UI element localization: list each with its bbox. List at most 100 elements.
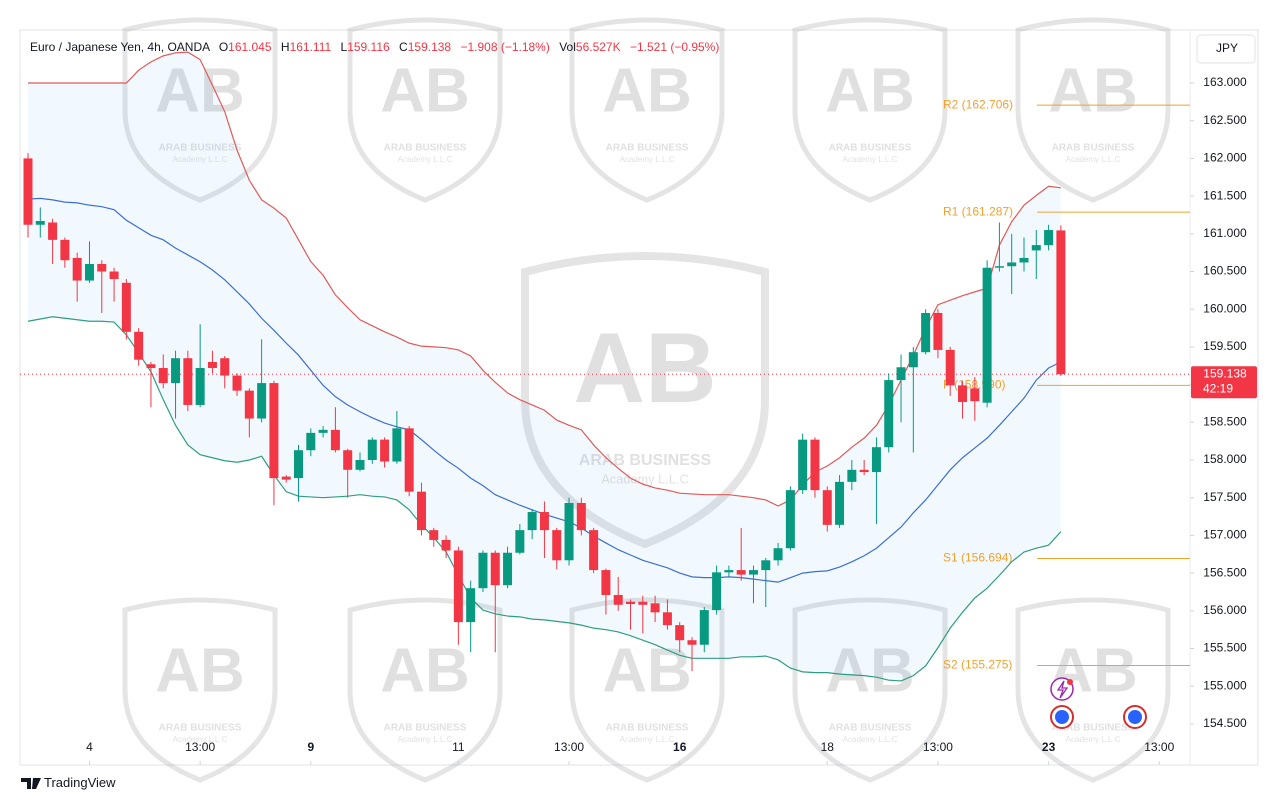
candle-body <box>84 263 94 281</box>
x-tick-label: 4 <box>86 740 93 754</box>
candle-body <box>441 539 451 551</box>
event-icon[interactable] <box>1123 705 1147 729</box>
watermark-logo: AB <box>380 56 470 125</box>
candle-body <box>294 450 304 479</box>
ohlc-key: C <box>399 40 408 54</box>
candle-body <box>134 331 144 360</box>
candle-body <box>244 390 254 419</box>
candle-body <box>269 383 279 479</box>
candle-body <box>638 601 648 605</box>
watermark-name: ARAB BUSINESS <box>1052 143 1135 154</box>
candle-body <box>945 349 955 386</box>
event-icon[interactable] <box>1050 705 1074 729</box>
watermark-name: ARAB BUSINESS <box>159 723 242 734</box>
y-tick-label: 160.000 <box>1203 301 1247 315</box>
candle-body <box>921 312 931 353</box>
watermark-tagline: Academy L.L.C <box>843 155 898 164</box>
candle-body <box>232 375 242 391</box>
candle-body <box>785 490 795 549</box>
legend-header: Euro / Japanese Yen, 4h, OANDA O161.045 … <box>30 40 719 54</box>
candle-body <box>380 439 390 462</box>
watermark-tagline: Academy L.L.C <box>173 155 228 164</box>
watermark-shield <box>347 17 503 203</box>
watermark-name: ARAB BUSINESS <box>384 723 467 734</box>
y-tick-label: 163.000 <box>1203 75 1247 89</box>
y-tick-label: 162.000 <box>1203 151 1247 165</box>
watermark-name: ARAB BUSINESS <box>384 143 467 154</box>
watermark-logo: AB <box>155 636 245 705</box>
watermark-name: ARAB BUSINESS <box>579 452 712 469</box>
y-tick-label: 161.500 <box>1203 188 1247 202</box>
candle-body <box>416 491 426 531</box>
candle-body <box>429 530 439 540</box>
candle-body <box>478 552 488 589</box>
candle-body <box>306 432 316 451</box>
watermark-tagline: Academy L.L.C <box>398 155 453 164</box>
watermark-logo: AB <box>825 636 915 705</box>
watermark-name: ARAB BUSINESS <box>829 143 912 154</box>
watermark-tagline: Academy L.L.C <box>1066 735 1121 744</box>
candle-body <box>650 603 660 613</box>
watermark-shield <box>1015 597 1171 783</box>
candle-body <box>109 271 119 280</box>
watermark-shield <box>569 597 725 783</box>
axes: 154.500 155.000 155.500 156.000 156.500 157.0… <box>86 75 1257 765</box>
candle-body <box>527 512 537 531</box>
currency-box[interactable] <box>1196 34 1256 64</box>
y-tick-label: 158.500 <box>1203 414 1247 428</box>
watermark-shield <box>569 17 725 203</box>
candle-body <box>773 548 783 561</box>
watermark-tagline: Academy L.L.C <box>398 735 453 744</box>
watermark-name: ARAB BUSINESS <box>1052 723 1135 734</box>
pivot-label: S2 (155.275) <box>943 658 1012 672</box>
candle-body <box>1056 230 1066 375</box>
ohlc-value: 161.111 <box>289 40 332 54</box>
x-tick-label: 18 <box>821 740 835 754</box>
candle-body <box>884 380 894 448</box>
candle-body <box>601 570 611 595</box>
candle-body <box>281 476 291 480</box>
candle-body <box>933 312 943 350</box>
y-tick-label: 157.000 <box>1203 528 1247 542</box>
watermark-tagline: Academy L.L.C <box>173 735 228 744</box>
candle-body <box>121 282 131 332</box>
watermark-logo: AB <box>602 56 692 125</box>
candle-body <box>712 572 722 611</box>
currency: JPY <box>1216 41 1238 55</box>
watermark-shield <box>792 17 948 203</box>
watermark-tagline: Academy L.L.C <box>620 155 675 164</box>
candle-body <box>355 460 365 470</box>
candle-body <box>810 439 820 491</box>
ohlc-value: 159.116 <box>347 40 390 54</box>
candle-body <box>207 361 217 369</box>
candle-body <box>183 358 193 405</box>
candle-body <box>453 550 463 623</box>
alert-icon[interactable] <box>1050 677 1074 701</box>
watermark-name: ARAB BUSINESS <box>606 723 689 734</box>
watermark-logo: AB <box>155 56 245 125</box>
ohlc-value: 161.045 <box>228 40 272 54</box>
y-tick-label: 157.500 <box>1203 490 1247 504</box>
x-tick-label: 11 <box>452 740 465 754</box>
candle-body <box>859 469 869 473</box>
candle-body <box>1031 245 1041 251</box>
candle-body <box>675 625 685 641</box>
watermark-logo: AB <box>1048 56 1138 125</box>
x-tick-label: 16 <box>673 740 687 754</box>
candle-body <box>72 257 82 281</box>
watermark-name: ARAB BUSINESS <box>159 143 242 154</box>
volume-change: −1.521 (−0.95%) <box>629 40 720 54</box>
candle-body <box>748 570 758 575</box>
candle-body <box>613 594 623 605</box>
candle-body <box>220 358 230 376</box>
candle-body <box>699 610 709 645</box>
candle-body <box>1019 257 1029 263</box>
candle-body <box>392 428 402 462</box>
y-tick-label: 155.500 <box>1203 641 1247 655</box>
candle-body <box>552 530 562 561</box>
